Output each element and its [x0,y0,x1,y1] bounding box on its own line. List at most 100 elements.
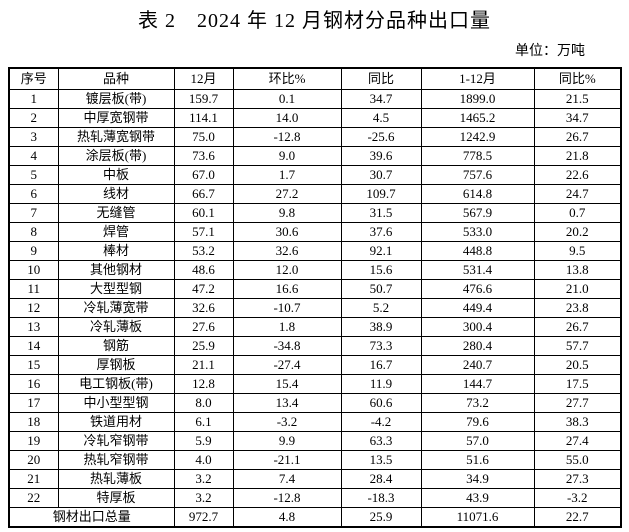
cell-seq: 7 [8,203,59,223]
cell-yoy: 15.6 [340,260,422,280]
col-header-cum: 1-12月 [420,67,535,90]
table-row: 3 热轧薄宽钢带 75.0 -12.8 -25.6 1242.9 26.7 [8,127,622,147]
total-cell-dec: 972.7 [173,507,234,528]
cell-cum-yoy: 26.7 [533,127,622,147]
table-row: 8 焊管 57.1 30.6 37.6 533.0 20.2 [8,222,622,242]
cell-yoy: -25.6 [340,127,422,147]
cell-yoy: 13.5 [340,450,422,470]
cell-yoy: 92.1 [340,241,422,261]
cell-mom: 32.6 [232,241,342,261]
table-row: 21 热轧薄板 3.2 7.4 28.4 34.9 27.3 [8,469,622,489]
cell-cum-yoy: 21.5 [533,89,622,109]
cell-dec: 25.9 [173,336,234,356]
cell-seq: 6 [8,184,59,204]
cell-cum-yoy: -3.2 [533,488,622,508]
cell-dec: 66.7 [173,184,234,204]
cell-yoy: 38.9 [340,317,422,337]
cell-name: 钢筋 [57,336,175,356]
table-row: 20 热轧窄钢带 4.0 -21.1 13.5 51.6 55.0 [8,450,622,470]
cell-name: 涂层板(带) [57,146,175,166]
cell-seq: 15 [8,355,59,375]
cell-seq: 3 [8,127,59,147]
cell-mom: 13.4 [232,393,342,413]
cell-yoy: 39.6 [340,146,422,166]
steel-export-table: 序号 品种 12月 环比% 同比 1-12月 同比% 1 镀层板(带) 159.7 0… [8,67,622,528]
cell-name: 冷轧薄板 [57,317,175,337]
cell-cum: 300.4 [420,317,535,337]
cell-yoy: 5.2 [340,298,422,318]
cell-mom: -27.4 [232,355,342,375]
cell-name: 无缝管 [57,203,175,223]
cell-yoy: 37.6 [340,222,422,242]
cell-dec: 27.6 [173,317,234,337]
cell-yoy: 73.3 [340,336,422,356]
cell-cum-yoy: 0.7 [533,203,622,223]
cell-mom: -12.8 [232,127,342,147]
cell-seq: 19 [8,431,59,451]
cell-seq: 1 [8,89,59,109]
cell-dec: 32.6 [173,298,234,318]
cell-cum-yoy: 34.7 [533,108,622,128]
table-row: 11 大型型钢 47.2 16.6 50.7 476.6 21.0 [8,279,622,299]
cell-name: 特厚板 [57,488,175,508]
unit-label: 单位：万吨 [515,44,585,59]
cell-cum-yoy: 26.7 [533,317,622,337]
cell-name: 冷轧窄钢带 [57,431,175,451]
cell-dec: 3.2 [173,469,234,489]
cell-mom: 7.4 [232,469,342,489]
cell-mom: 1.8 [232,317,342,337]
cell-cum-yoy: 55.0 [533,450,622,470]
table-row: 18 铁道用材 6.1 -3.2 -4.2 79.6 38.3 [8,412,622,432]
cell-cum-yoy: 27.3 [533,469,622,489]
cell-name: 冷轧薄宽带 [57,298,175,318]
cell-cum-yoy: 23.8 [533,298,622,318]
table-row: 1 镀层板(带) 159.7 0.1 34.7 1899.0 21.5 [8,89,622,109]
cell-mom: -10.7 [232,298,342,318]
col-header-dec: 12月 [173,67,234,90]
total-cell-mom: 4.8 [232,507,342,528]
cell-yoy: 4.5 [340,108,422,128]
cell-mom: 1.7 [232,165,342,185]
cell-cum-yoy: 9.5 [533,241,622,261]
table-row: 7 无缝管 60.1 9.8 31.5 567.9 0.7 [8,203,622,223]
cell-dec: 159.7 [173,89,234,109]
cell-name: 热轧薄宽钢带 [57,127,175,147]
cell-dec: 47.2 [173,279,234,299]
page-title: 表 2 2024 年 12 月钢材分品种出口量 [138,10,491,32]
col-header-mom: 环比% [232,67,342,90]
cell-name: 中厚宽钢带 [57,108,175,128]
cell-dec: 53.2 [173,241,234,261]
cell-seq: 13 [8,317,59,337]
cell-yoy: 34.7 [340,89,422,109]
cell-mom: 0.1 [232,89,342,109]
total-cell-yoy: 25.9 [340,507,422,528]
table-row: 19 冷轧窄钢带 5.9 9.9 63.3 57.0 27.4 [8,431,622,451]
col-header-seq: 序号 [8,67,59,90]
cell-mom: -21.1 [232,450,342,470]
cell-mom: 12.0 [232,260,342,280]
cell-cum: 533.0 [420,222,535,242]
table-row: 12 冷轧薄宽带 32.6 -10.7 5.2 449.4 23.8 [8,298,622,318]
cell-name: 镀层板(带) [57,89,175,109]
cell-cum-yoy: 17.5 [533,374,622,394]
cell-cum-yoy: 21.0 [533,279,622,299]
cell-name: 大型型钢 [57,279,175,299]
table-row: 16 电工钢板(带) 12.8 15.4 11.9 144.7 17.5 [8,374,622,394]
cell-cum-yoy: 57.7 [533,336,622,356]
cell-mom: -12.8 [232,488,342,508]
cell-cum-yoy: 27.4 [533,431,622,451]
cell-mom: -3.2 [232,412,342,432]
cell-cum-yoy: 21.8 [533,146,622,166]
cell-cum: 34.9 [420,469,535,489]
cell-dec: 57.1 [173,222,234,242]
table-row: 2 中厚宽钢带 114.1 14.0 4.5 1465.2 34.7 [8,108,622,128]
table-row: 17 中小型型钢 8.0 13.4 60.6 73.2 27.7 [8,393,622,413]
cell-cum: 79.6 [420,412,535,432]
cell-seq: 8 [8,222,59,242]
total-label: 钢材出口总量 [8,507,175,528]
cell-yoy: 109.7 [340,184,422,204]
cell-yoy: -18.3 [340,488,422,508]
cell-yoy: 16.7 [340,355,422,375]
cell-mom: 14.0 [232,108,342,128]
